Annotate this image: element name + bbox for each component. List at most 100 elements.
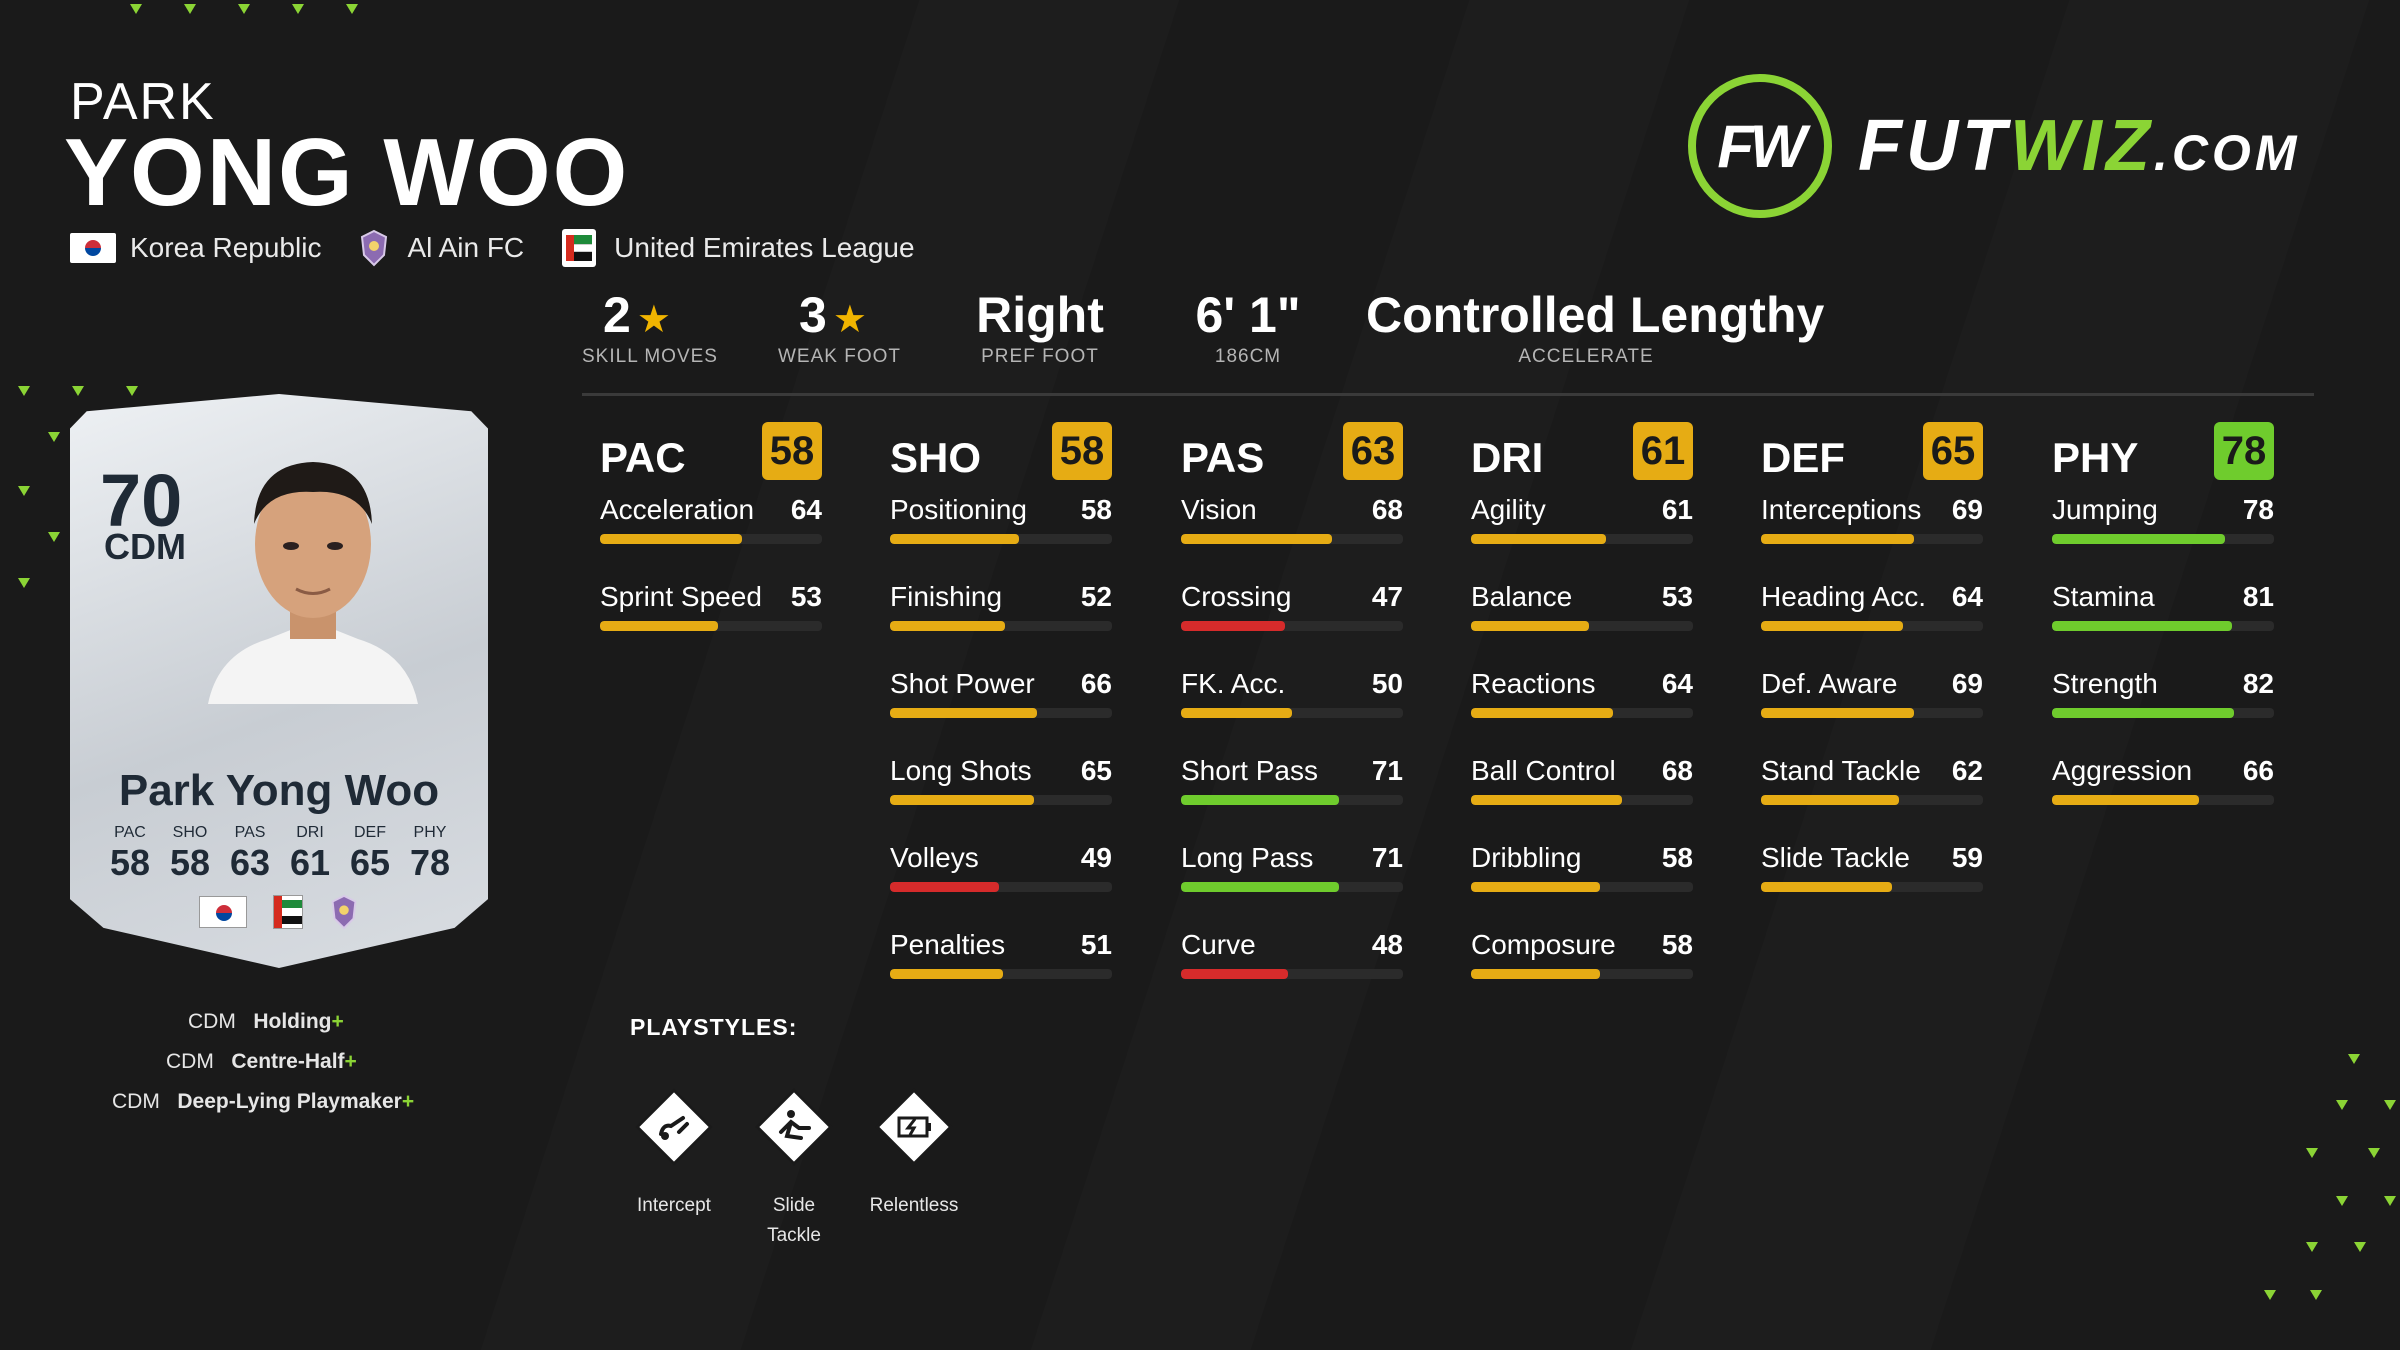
- stat-bar: [600, 534, 822, 544]
- stat-bar: [1761, 708, 1983, 718]
- uae-league-icon: [273, 895, 303, 929]
- triangle-decoration-icon: [2368, 1148, 2380, 1158]
- stat-bar-fill: [1761, 708, 1915, 718]
- triangle-decoration-icon: [184, 4, 196, 14]
- stat-value: 68: [1371, 494, 1403, 525]
- playstyle-intercept[interactable]: Intercept: [614, 1088, 734, 1221]
- stat-bar: [1471, 882, 1693, 892]
- plus-icon: +: [331, 1010, 344, 1033]
- stat-label: Reactions: [1471, 668, 1596, 699]
- stat-value: 51: [1080, 929, 1112, 960]
- stat-bar: [1471, 708, 1693, 718]
- plus-icon: +: [401, 1090, 415, 1113]
- stat-item: Long Shots 65: [890, 755, 1112, 830]
- card-stat-dri: DRI 61: [289, 824, 331, 883]
- triangle-decoration-icon: [2384, 1196, 2396, 1206]
- stat-bar-fill: [2052, 795, 2199, 805]
- info-height: 6' 1" 186CM: [1195, 287, 1301, 367]
- stat-bar: [1181, 621, 1403, 631]
- stat-bar-fill: [1181, 534, 1332, 544]
- stat-label: FK. Acc.: [1181, 668, 1286, 699]
- stat-item: Heading Acc. 64: [1761, 581, 1983, 656]
- stat-bar-fill: [1761, 621, 1904, 631]
- triangle-decoration-icon: [2306, 1148, 2318, 1158]
- stat-bar-fill: [1471, 534, 1607, 544]
- stat-bar: [1181, 534, 1403, 544]
- stat-item: Short Pass 71: [1181, 755, 1403, 830]
- triangle-decoration-icon: [292, 4, 304, 14]
- triangle-decoration-icon: [18, 578, 30, 588]
- stat-value: 66: [1080, 668, 1112, 699]
- stat-value: 64: [1951, 581, 1983, 612]
- playstyle-slide-tackle[interactable]: Slide Tackle: [734, 1088, 854, 1251]
- info-skill-moves: 2 ★ SKILL MOVES: [582, 287, 718, 367]
- club-link[interactable]: Al Ain FC: [359, 229, 524, 267]
- stat-item: Reactions 64: [1471, 668, 1693, 743]
- triangle-decoration-icon: [2336, 1196, 2348, 1206]
- column-header: PAS 63: [1181, 420, 1403, 482]
- card-player-name: Park Yong Woo: [118, 766, 440, 815]
- stat-bar: [1761, 534, 1983, 544]
- stat-bar: [890, 882, 1112, 892]
- column-header: DRI 61: [1471, 420, 1693, 482]
- stat-bar-fill: [890, 534, 1019, 544]
- role-deep-lying-playmaker[interactable]: CDM Deep-Lying Playmaker+: [112, 1090, 415, 1113]
- stat-column-dri: DRI 61 Agility 61 Balance 53 Reactions 64 Ball C…: [1471, 420, 1693, 1004]
- player-last-name: YONG WOO: [64, 119, 630, 226]
- league-name: United Emirates League: [614, 232, 915, 263]
- stat-value: 49: [1080, 842, 1112, 873]
- stat-bar: [1761, 795, 1983, 805]
- stat-bar: [1471, 621, 1693, 631]
- korea-flag-icon: [70, 233, 116, 263]
- club-crest-icon: [361, 229, 388, 267]
- star-icon: ★: [832, 299, 867, 341]
- player-meta-row: Korea Republic Al Ain FC United Emirates…: [70, 228, 953, 268]
- stat-bar-fill: [890, 621, 1006, 631]
- column-rating-badge: 58: [1052, 422, 1112, 480]
- stat-bar: [1471, 795, 1693, 805]
- playstyle-relentless[interactable]: Relentless: [854, 1088, 974, 1221]
- column-name: PAS: [1181, 434, 1265, 481]
- triangle-decoration-icon: [48, 532, 60, 542]
- nation-link[interactable]: Korea Republic: [70, 232, 321, 264]
- column-rating-badge: 61: [1633, 422, 1693, 480]
- stat-bar-fill: [600, 621, 718, 631]
- stat-bar-fill: [1471, 621, 1589, 631]
- stat-item: Def. Aware 69: [1761, 668, 1983, 743]
- stat-bar: [2052, 534, 2274, 544]
- futwiz-logo[interactable]: FW FUTWIZ.COM: [1688, 74, 2300, 218]
- card-stat-phy: PHY 78: [409, 824, 451, 883]
- stat-item: Stamina 81: [2052, 581, 2274, 656]
- stat-label: Curve: [1181, 929, 1256, 960]
- stat-item: Long Pass 71: [1181, 842, 1403, 917]
- stat-column-pas: PAS 63 Vision 68 Crossing 47 FK. Acc. 50 Short P…: [1181, 420, 1403, 1004]
- role-holding[interactable]: CDM Holding+: [188, 1010, 344, 1033]
- triangle-decoration-icon: [72, 386, 84, 396]
- stat-item: Slide Tackle 59: [1761, 842, 1983, 917]
- stat-item: Agility 61: [1471, 494, 1693, 569]
- stat-label: Strength: [2052, 668, 2158, 699]
- column-name: SHO: [890, 434, 982, 481]
- stat-value: 66: [2242, 755, 2274, 786]
- stat-label: Dribbling: [1471, 842, 1582, 873]
- stat-bar-fill: [600, 534, 743, 544]
- triangle-decoration-icon: [18, 386, 30, 396]
- card-stat-def: DEF 65: [349, 824, 391, 883]
- triangle-decoration-icon: [2336, 1100, 2348, 1110]
- stat-item: Acceleration 64: [600, 494, 822, 569]
- league-link[interactable]: United Emirates League: [562, 229, 915, 267]
- triangle-decoration-icon: [2264, 1290, 2276, 1300]
- stat-label: Finishing: [890, 581, 1003, 612]
- role-centre-half[interactable]: CDM Centre-Half+: [166, 1050, 357, 1073]
- stat-bar-fill: [890, 969, 1004, 979]
- stat-value: 64: [1661, 668, 1693, 699]
- stat-column-pac: PAC 58 Acceleration 64 Sprint Speed 53: [600, 420, 822, 656]
- stat-column-def: DEF 65 Interceptions 69 Heading Acc. 64 Def. A…: [1761, 420, 1983, 917]
- stat-value: 78: [2242, 494, 2274, 525]
- stat-bar-fill: [1471, 708, 1614, 718]
- player-card[interactable]: 70 CDM Park Yong Woo PAC 58 SHO 58 PAS 63 DRI 6…: [70, 394, 488, 968]
- triangle-decoration-icon: [130, 4, 142, 14]
- card-rating: 70: [100, 459, 183, 542]
- stat-value: 69: [1951, 668, 1983, 699]
- futwiz-wordmark: FUTWIZ.COM: [1858, 106, 2301, 186]
